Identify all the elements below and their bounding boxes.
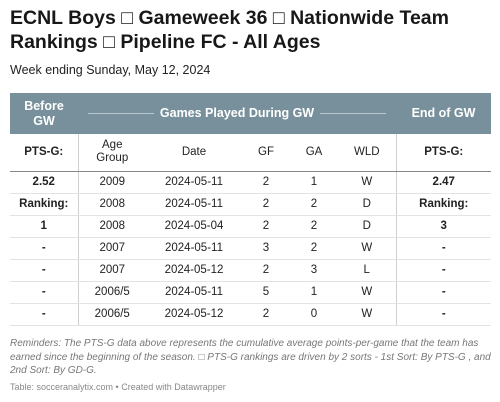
end-cell: - [395,259,491,282]
end-cell: Ranking: [395,193,491,216]
page-title: ECNL Boys □ Gameweek 36 □ Nationwide Tea… [10,7,449,53]
ga-cell: 0 [290,303,338,326]
age-cell: 2009 [78,171,146,194]
age-cell: 2007 [78,237,146,260]
wld-cell: W [338,281,396,304]
end-cell: - [395,281,491,304]
before-cell: - [10,237,79,260]
table-row: - 2006/5 2024-05-12 2 0 W - [10,303,491,326]
column-header-row: PTS-G: Age Group Date GF GA WLD PTS-G: [10,134,491,172]
gf-cell: 2 [242,171,290,194]
gf-cell: 2 [242,303,290,326]
date-cell: 2024-05-12 [146,259,242,282]
ga-cell: 3 [290,259,338,282]
page-subtitle: Week ending Sunday, May 12, 2024 [10,63,211,77]
ga-cell: 1 [290,281,338,304]
before-cell: Ranking: [10,193,79,216]
gf-cell: 3 [242,237,290,260]
before-cell: - [10,259,79,282]
header-rule-left [88,113,154,114]
col-age-group: Age Group [78,134,146,172]
before-cell: 1 [10,215,79,238]
end-cell: - [395,303,491,326]
date-cell: 2024-05-11 [146,171,242,194]
table-row: Ranking: 2008 2024-05-11 2 2 D Ranking: [10,193,491,216]
games-played-label: Games Played During GW [159,106,315,120]
date-cell: 2024-05-12 [146,303,242,326]
ga-cell: 2 [290,237,338,260]
age-cell: 2008 [78,193,146,216]
table-row: - 2007 2024-05-12 2 3 L - [10,259,491,282]
before-cell: - [10,281,79,304]
date-cell: 2024-05-11 [146,193,242,216]
age-cell: 2006/5 [78,303,146,326]
date-cell: 2024-05-11 [146,237,242,260]
wld-cell: L [338,259,396,282]
gf-cell: 2 [242,215,290,238]
gf-cell: 5 [242,281,290,304]
col-pts-end: PTS-G: [395,134,491,172]
end-cell: - [395,237,491,260]
table-row: 2.52 2009 2024-05-11 2 1 W 2.47 [10,171,491,194]
table-row: - 2006/5 2024-05-11 5 1 W - [10,281,491,304]
wld-cell: D [338,193,396,216]
wld-cell: W [338,171,396,194]
date-cell: 2024-05-11 [146,281,242,304]
col-wld: WLD [338,134,396,172]
col-pts-before: PTS-G: [10,134,79,172]
end-cell: 2.47 [395,171,491,194]
source-credit: Table: socceranalytix.com • Created with… [10,382,226,392]
before-cell: 2.52 [10,171,79,194]
end-gw-header: End of GW [396,93,491,134]
table-notes: Reminders: The PTS-G data above represen… [10,338,491,376]
games-played-header: Games Played During GW [78,93,396,134]
header-rule-right [320,113,386,114]
table-row: 1 2008 2024-05-04 2 2 D 3 [10,215,491,238]
rankings-table: Before GW Games Played During GW End of … [10,93,491,326]
gf-cell: 2 [242,193,290,216]
age-cell: 2007 [78,259,146,282]
wld-cell: D [338,215,396,238]
before-cell: - [10,303,79,326]
col-gf: GF [242,134,290,172]
col-date: Date [146,134,242,172]
before-gw-header: Before GW [10,93,78,134]
wld-cell: W [338,237,396,260]
ga-cell: 2 [290,193,338,216]
date-cell: 2024-05-04 [146,215,242,238]
end-cell: 3 [395,215,491,238]
ga-cell: 2 [290,215,338,238]
age-cell: 2008 [78,215,146,238]
table-row: - 2007 2024-05-11 3 2 W - [10,237,491,260]
ga-cell: 1 [290,171,338,194]
age-cell: 2006/5 [78,281,146,304]
col-ga: GA [290,134,338,172]
gf-cell: 2 [242,259,290,282]
group-header-row: Before GW Games Played During GW End of … [10,93,491,134]
wld-cell: W [338,303,396,326]
